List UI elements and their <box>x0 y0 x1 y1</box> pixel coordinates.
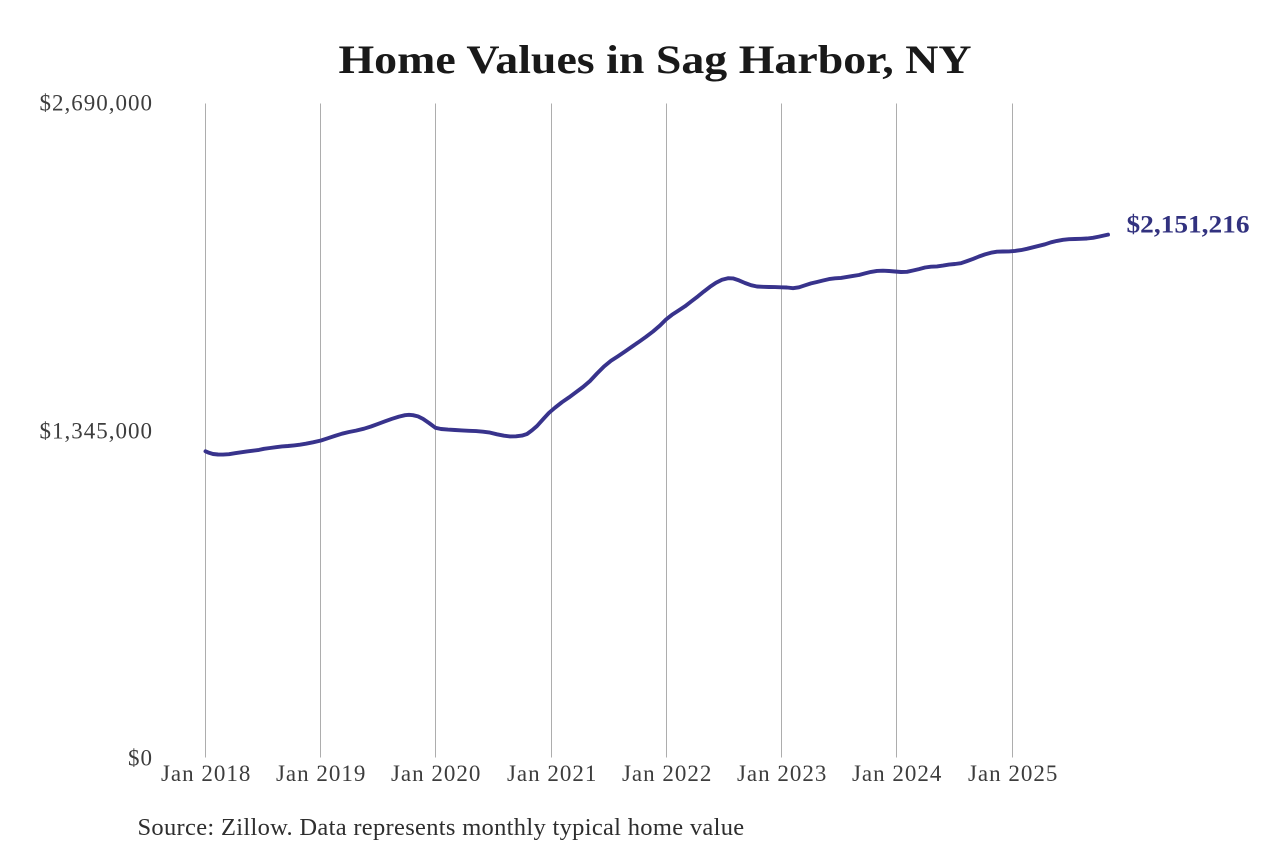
svg-text:Jan 2024: Jan 2024 <box>852 761 942 786</box>
svg-text:Jan 2019: Jan 2019 <box>276 761 366 786</box>
svg-text:Source: Zillow. Data represent: Source: Zillow. Data represents monthly … <box>138 814 745 841</box>
svg-text:$2,151,216: $2,151,216 <box>1127 210 1250 239</box>
svg-text:Jan 2025: Jan 2025 <box>968 761 1058 786</box>
svg-text:Home Values in Sag Harbor, NY: Home Values in Sag Harbor, NY <box>339 37 972 82</box>
svg-text:Jan 2022: Jan 2022 <box>622 761 712 786</box>
svg-text:Jan 2018: Jan 2018 <box>161 761 251 786</box>
svg-text:Jan 2020: Jan 2020 <box>391 761 481 786</box>
svg-text:$1,345,000: $1,345,000 <box>40 419 154 444</box>
svg-text:Jan 2021: Jan 2021 <box>507 761 597 786</box>
svg-text:$0: $0 <box>128 746 153 771</box>
svg-text:Jan 2023: Jan 2023 <box>737 761 827 786</box>
svg-text:$2,690,000: $2,690,000 <box>40 91 154 116</box>
